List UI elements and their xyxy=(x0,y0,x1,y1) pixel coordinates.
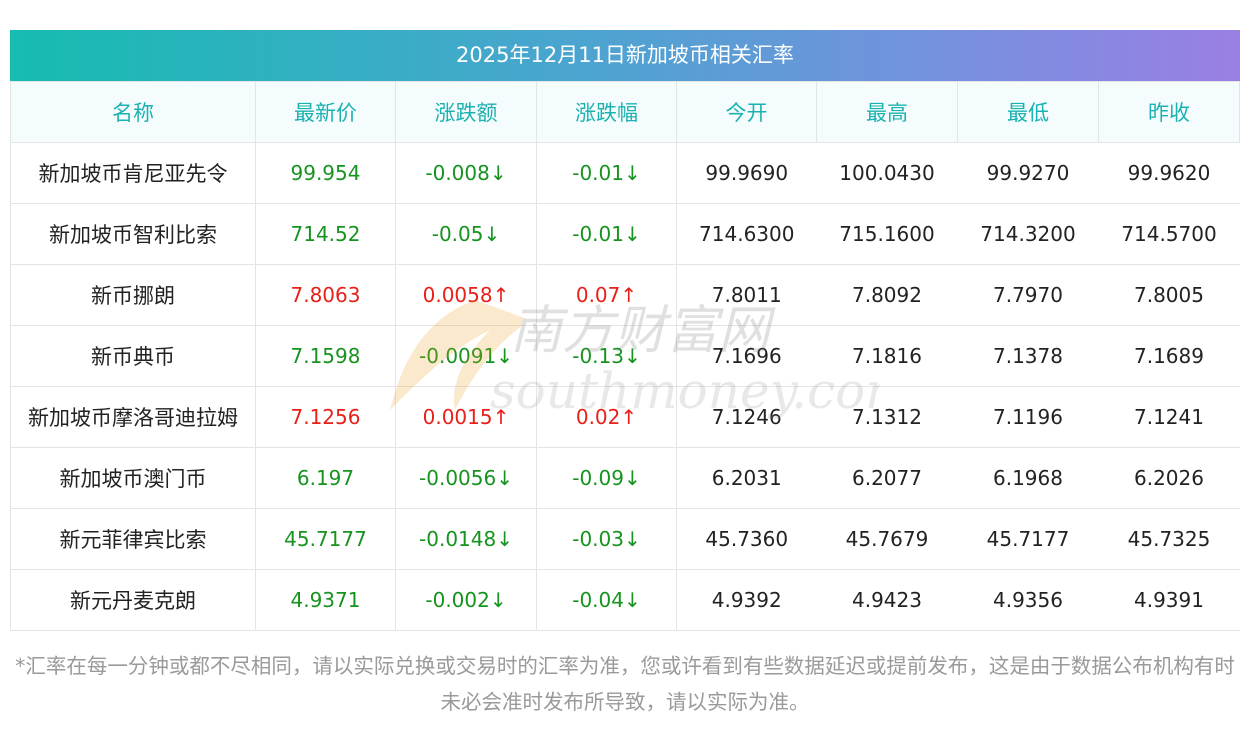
latest-price: 6.197 xyxy=(256,448,396,509)
prev-close: 714.5700 xyxy=(1099,204,1240,265)
table-row: 新币典币 7.1598 -0.0091↓ -0.13↓ 7.1696 7.1816 7.13… xyxy=(11,326,1240,387)
header-prev-close: 昨收 xyxy=(1099,82,1240,143)
prev-close: 99.9620 xyxy=(1099,143,1240,204)
table-row: 新加坡币肯尼亚先令 99.954 -0.008↓ -0.01↓ 99.9690 100.0… xyxy=(11,143,1240,204)
open-price: 6.2031 xyxy=(677,448,817,509)
high-price: 6.2077 xyxy=(817,448,958,509)
low-price: 4.9356 xyxy=(958,570,1099,631)
table-row: 新加坡币澳门币 6.197 -0.0056↓ -0.09↓ 6.2031 6.2077 6.… xyxy=(11,448,1240,509)
change-percent: -0.04↓ xyxy=(537,570,677,631)
open-price: 7.8011 xyxy=(677,265,817,326)
open-price: 45.7360 xyxy=(677,509,817,570)
currency-pair-name: 新加坡币智利比索 xyxy=(11,204,256,265)
currency-pair-name: 新元丹麦克朗 xyxy=(11,570,256,631)
high-price: 7.1816 xyxy=(817,326,958,387)
table-row: 新加坡币智利比索 714.52 -0.05↓ -0.01↓ 714.6300 715.16… xyxy=(11,204,1240,265)
table-row: 新币挪朗 7.8063 0.0058↑ 0.07↑ 7.8011 7.8092 7.7970… xyxy=(11,265,1240,326)
header-low: 最低 xyxy=(958,82,1099,143)
table-row: 新加坡币摩洛哥迪拉姆 7.1256 0.0015↑ 0.02↑ 7.1246 7.1312… xyxy=(11,387,1240,448)
high-price: 7.1312 xyxy=(817,387,958,448)
high-price: 715.1600 xyxy=(817,204,958,265)
header-open: 今开 xyxy=(677,82,817,143)
prev-close: 45.7325 xyxy=(1099,509,1240,570)
open-price: 7.1246 xyxy=(677,387,817,448)
header-latest: 最新价 xyxy=(256,82,396,143)
currency-pair-name: 新元菲律宾比索 xyxy=(11,509,256,570)
change-amount: -0.0056↓ xyxy=(396,448,537,509)
change-percent: -0.09↓ xyxy=(537,448,677,509)
table-row: 新元丹麦克朗 4.9371 -0.002↓ -0.04↓ 4.9392 4.9423 4.9… xyxy=(11,570,1240,631)
change-amount: -0.0091↓ xyxy=(396,326,537,387)
low-price: 714.3200 xyxy=(958,204,1099,265)
latest-price: 7.1598 xyxy=(256,326,396,387)
prev-close: 7.1241 xyxy=(1099,387,1240,448)
change-amount: 0.0058↑ xyxy=(396,265,537,326)
header-high: 最高 xyxy=(817,82,958,143)
change-amount: -0.002↓ xyxy=(396,570,537,631)
change-percent: -0.13↓ xyxy=(537,326,677,387)
low-price: 7.1196 xyxy=(958,387,1099,448)
change-amount: -0.0148↓ xyxy=(396,509,537,570)
open-price: 714.6300 xyxy=(677,204,817,265)
header-change: 涨跌额 xyxy=(396,82,537,143)
latest-price: 99.954 xyxy=(256,143,396,204)
currency-pair-name: 新加坡币肯尼亚先令 xyxy=(11,143,256,204)
low-price: 7.7970 xyxy=(958,265,1099,326)
header-name: 名称 xyxy=(11,82,256,143)
rates-table: 名称 最新价 涨跌额 涨跌幅 今开 最高 最低 昨收 新加坡币肯尼亚先令 99.9… xyxy=(10,81,1240,631)
low-price: 6.1968 xyxy=(958,448,1099,509)
latest-price: 7.1256 xyxy=(256,387,396,448)
currency-pair-name: 新币挪朗 xyxy=(11,265,256,326)
latest-price: 45.7177 xyxy=(256,509,396,570)
table-title: 2025年12月11日新加坡币相关汇率 xyxy=(10,30,1240,81)
change-percent: 0.07↑ xyxy=(537,265,677,326)
latest-price: 7.8063 xyxy=(256,265,396,326)
table-header-row: 名称 最新价 涨跌额 涨跌幅 今开 最高 最低 昨收 xyxy=(11,82,1240,143)
open-price: 99.9690 xyxy=(677,143,817,204)
prev-close: 6.2026 xyxy=(1099,448,1240,509)
change-percent: -0.03↓ xyxy=(537,509,677,570)
currency-pair-name: 新币典币 xyxy=(11,326,256,387)
latest-price: 714.52 xyxy=(256,204,396,265)
prev-close: 7.8005 xyxy=(1099,265,1240,326)
low-price: 7.1378 xyxy=(958,326,1099,387)
open-price: 7.1696 xyxy=(677,326,817,387)
high-price: 45.7679 xyxy=(817,509,958,570)
disclaimer-note: *汇率在每一分钟或都不尽相同，请以实际兑换或交易时的汇率为准，您或许看到有些数据… xyxy=(10,648,1240,720)
low-price: 45.7177 xyxy=(958,509,1099,570)
change-percent: 0.02↑ xyxy=(537,387,677,448)
open-price: 4.9392 xyxy=(677,570,817,631)
change-amount: -0.05↓ xyxy=(396,204,537,265)
prev-close: 4.9391 xyxy=(1099,570,1240,631)
latest-price: 4.9371 xyxy=(256,570,396,631)
high-price: 100.0430 xyxy=(817,143,958,204)
change-percent: -0.01↓ xyxy=(537,143,677,204)
high-price: 7.8092 xyxy=(817,265,958,326)
change-amount: -0.008↓ xyxy=(396,143,537,204)
header-change-pct: 涨跌幅 xyxy=(537,82,677,143)
change-percent: -0.01↓ xyxy=(537,204,677,265)
currency-pair-name: 新加坡币澳门币 xyxy=(11,448,256,509)
high-price: 4.9423 xyxy=(817,570,958,631)
currency-pair-name: 新加坡币摩洛哥迪拉姆 xyxy=(11,387,256,448)
table-row: 新元菲律宾比索 45.7177 -0.0148↓ -0.03↓ 45.7360 45.76… xyxy=(11,509,1240,570)
change-amount: 0.0015↑ xyxy=(396,387,537,448)
low-price: 99.9270 xyxy=(958,143,1099,204)
prev-close: 7.1689 xyxy=(1099,326,1240,387)
